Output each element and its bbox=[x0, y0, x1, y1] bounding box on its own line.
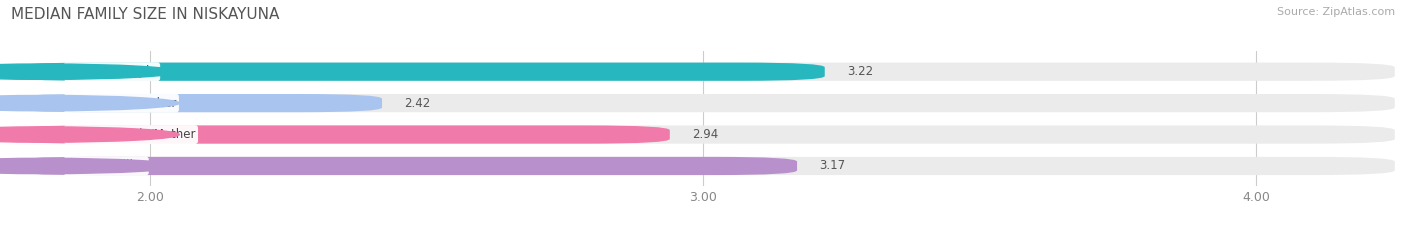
FancyBboxPatch shape bbox=[11, 125, 669, 144]
FancyBboxPatch shape bbox=[11, 63, 1395, 81]
Circle shape bbox=[0, 64, 179, 79]
Circle shape bbox=[0, 158, 179, 174]
Text: Married-Couple: Married-Couple bbox=[66, 65, 157, 78]
Text: 3.22: 3.22 bbox=[846, 65, 873, 78]
Text: MEDIAN FAMILY SIZE IN NISKAYUNA: MEDIAN FAMILY SIZE IN NISKAYUNA bbox=[11, 7, 280, 22]
Circle shape bbox=[0, 127, 179, 142]
Text: Source: ZipAtlas.com: Source: ZipAtlas.com bbox=[1277, 7, 1395, 17]
FancyBboxPatch shape bbox=[11, 125, 1395, 144]
Text: Total Families: Total Families bbox=[66, 159, 146, 172]
Text: 2.42: 2.42 bbox=[404, 97, 430, 110]
Text: Single Female/Mother: Single Female/Mother bbox=[66, 128, 195, 141]
Text: 3.17: 3.17 bbox=[820, 159, 845, 172]
FancyBboxPatch shape bbox=[11, 94, 382, 112]
Text: 2.94: 2.94 bbox=[692, 128, 718, 141]
FancyBboxPatch shape bbox=[11, 157, 797, 175]
Text: Single Male/Father: Single Male/Father bbox=[66, 97, 176, 110]
FancyBboxPatch shape bbox=[11, 157, 1395, 175]
Circle shape bbox=[0, 96, 179, 111]
FancyBboxPatch shape bbox=[11, 94, 1395, 112]
FancyBboxPatch shape bbox=[11, 63, 825, 81]
